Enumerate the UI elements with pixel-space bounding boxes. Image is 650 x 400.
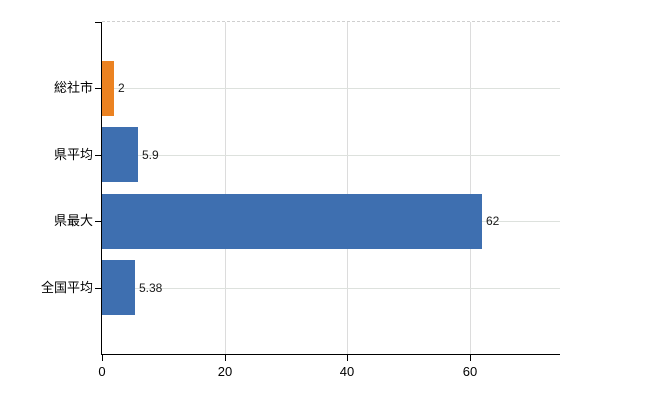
gridline-horizontal — [102, 155, 560, 156]
gridline-horizontal — [102, 288, 560, 289]
bar — [102, 127, 138, 182]
x-tick-label: 60 — [462, 364, 478, 379]
category-label: 県最大 — [53, 213, 93, 228]
gridline-vertical — [225, 22, 226, 354]
y-axis-tick — [95, 155, 102, 156]
gridline-horizontal — [102, 88, 560, 89]
x-axis-tick — [470, 355, 471, 361]
y-axis-tick — [95, 88, 102, 89]
x-tick-label: 0 — [98, 364, 106, 379]
bar-value-label: 62 — [486, 214, 500, 228]
y-axis-top-tick — [95, 22, 102, 23]
x-axis-tick — [347, 355, 348, 361]
category-label: 全国平均 — [40, 280, 93, 295]
bar-value-label: 2 — [118, 81, 125, 95]
bar — [102, 194, 482, 249]
y-axis-tick — [95, 288, 102, 289]
x-tick-label: 40 — [339, 364, 355, 379]
category-label: 総社市 — [53, 80, 93, 95]
category-label: 県平均 — [53, 147, 93, 162]
x-axis-tick — [225, 355, 226, 361]
bar — [102, 260, 135, 315]
bar-value-label: 5.9 — [142, 148, 159, 162]
gridline-vertical — [347, 22, 348, 354]
y-axis-tick — [95, 221, 102, 222]
y-axis — [101, 22, 102, 355]
x-axis — [101, 354, 560, 355]
x-tick-label: 20 — [217, 364, 233, 379]
plot-top-border — [102, 21, 560, 22]
gridline-vertical — [470, 22, 471, 354]
x-axis-tick — [102, 355, 103, 361]
bar-value-label: 5.38 — [139, 281, 163, 295]
bar — [102, 61, 114, 116]
